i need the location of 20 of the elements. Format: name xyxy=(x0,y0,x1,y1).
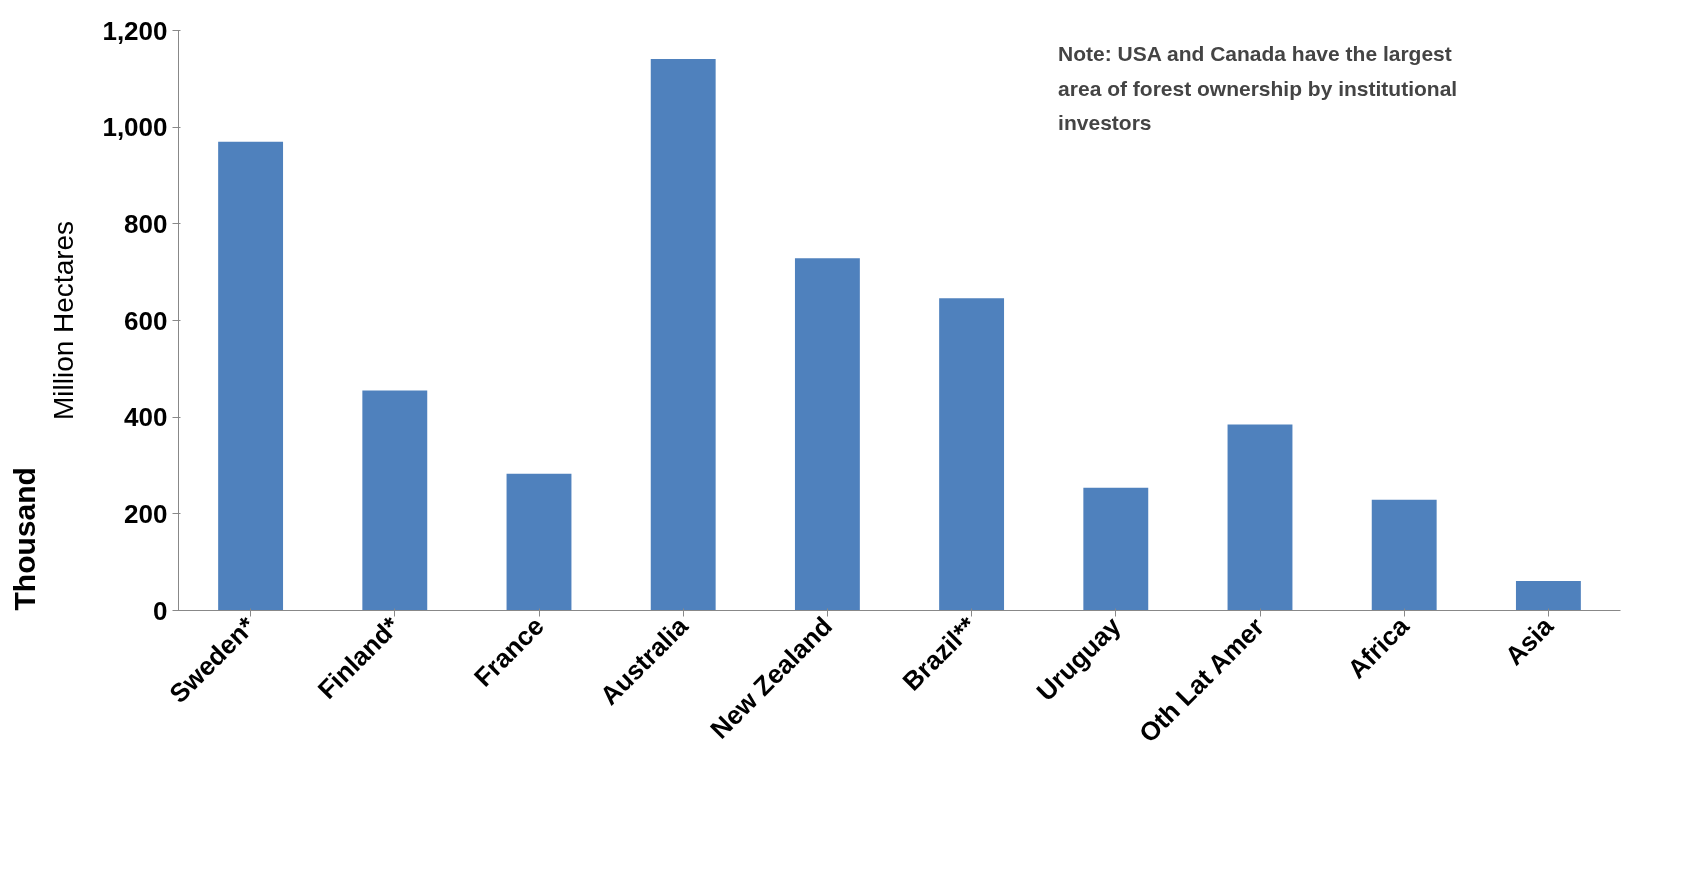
bar xyxy=(362,390,428,611)
bar xyxy=(650,59,716,611)
y-tick-label: 0 xyxy=(153,595,168,626)
bar xyxy=(506,473,572,611)
y-tick-label: 200 xyxy=(124,498,168,529)
bar xyxy=(794,258,860,611)
y-axis-title: Million Hectares xyxy=(48,220,80,421)
y-tick-label: 800 xyxy=(124,208,168,239)
bar xyxy=(939,298,1005,611)
text: Thousand xyxy=(7,467,41,611)
bar xyxy=(1515,581,1581,611)
y-tick-label: 1,000 xyxy=(102,112,168,143)
y-tick-label: 1,200 xyxy=(102,15,168,46)
bar xyxy=(1227,424,1293,611)
bar xyxy=(1083,487,1149,611)
bar xyxy=(1371,499,1437,611)
annotation: Note: USA and Canada have the largest area of forest ownership by institutional investors xyxy=(1058,42,1458,135)
y-tick-label: 400 xyxy=(124,402,168,433)
y-tick-label: 600 xyxy=(124,305,168,336)
bar xyxy=(218,141,284,611)
